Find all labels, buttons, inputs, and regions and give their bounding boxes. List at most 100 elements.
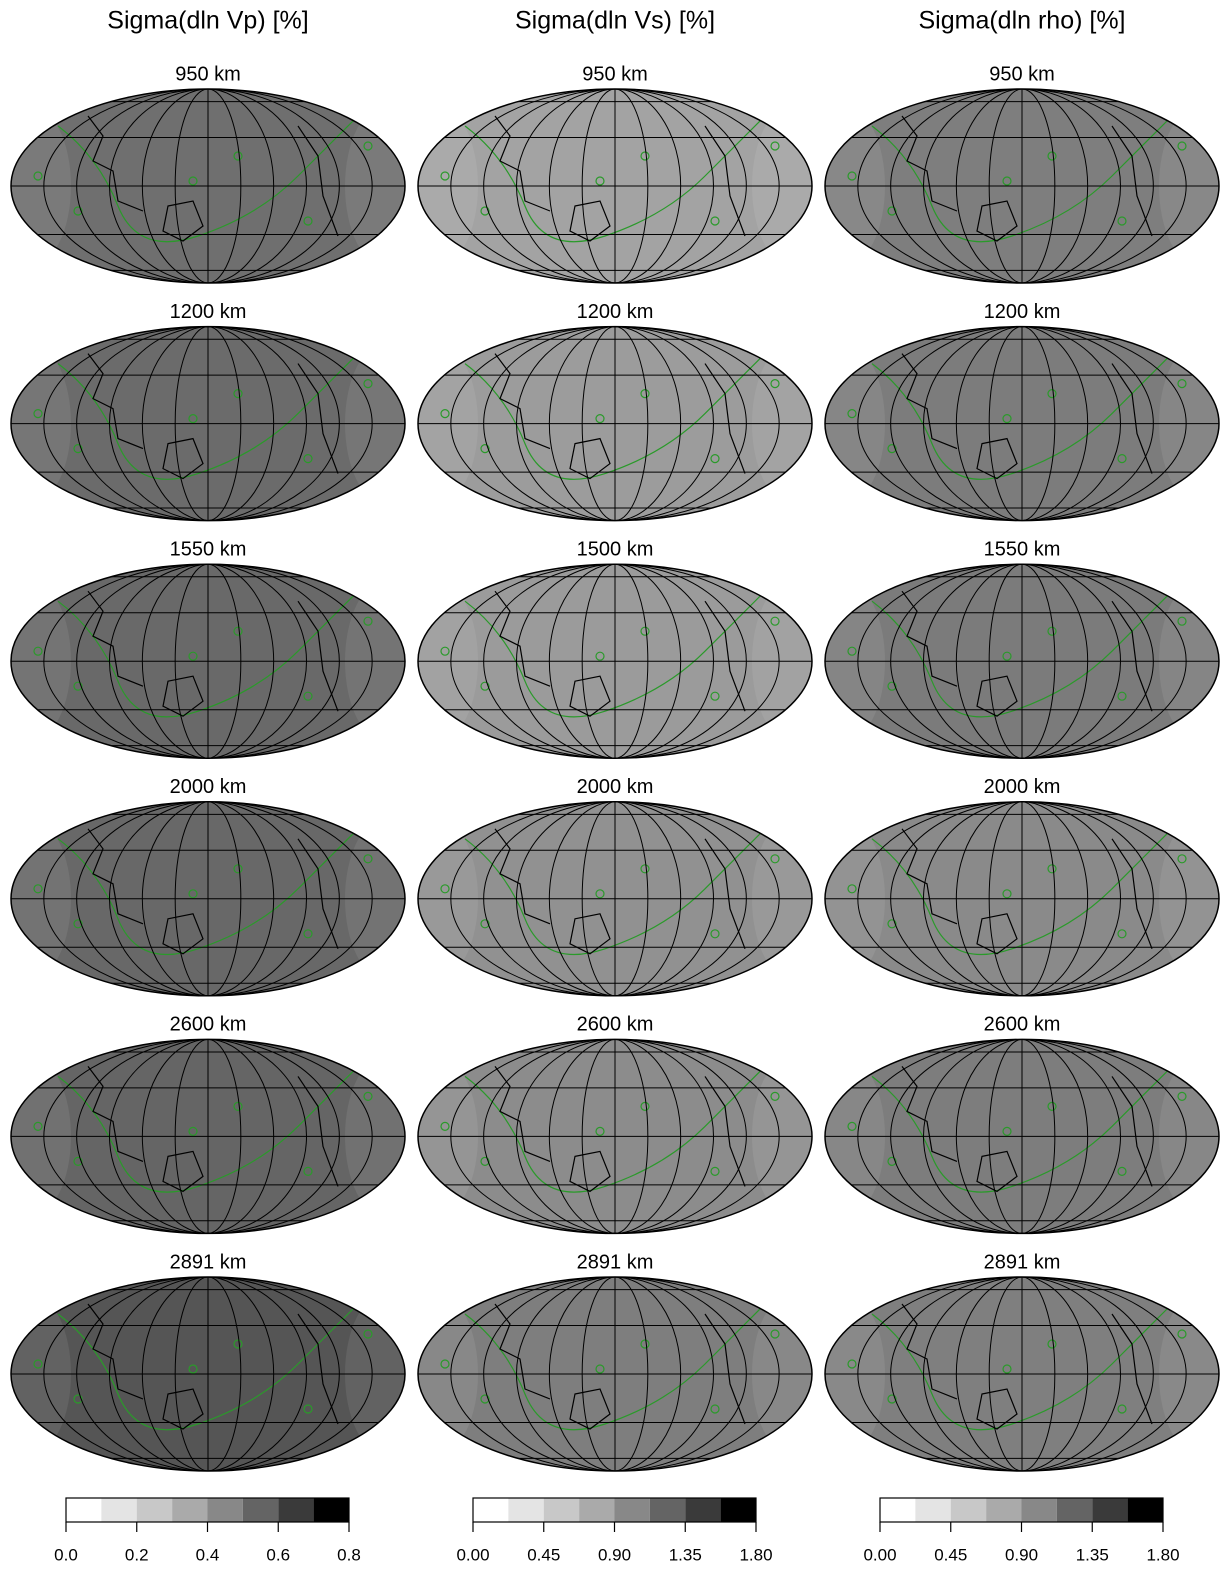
hotspot bbox=[73, 919, 83, 929]
map bbox=[11, 89, 405, 283]
contour bbox=[57, 590, 359, 718]
colorbar-tick-label: 0.6 bbox=[266, 1545, 290, 1564]
hotspot bbox=[480, 1156, 490, 1167]
hotspot bbox=[1047, 1101, 1057, 1112]
hotspot bbox=[363, 1329, 373, 1339]
hotspot bbox=[1177, 379, 1187, 389]
colorbar-bin bbox=[1056, 1498, 1093, 1522]
hotspot bbox=[363, 379, 373, 389]
map-border bbox=[10, 801, 406, 997]
depth-label: 2000 km bbox=[577, 776, 654, 798]
hotspot bbox=[1117, 216, 1127, 226]
contour bbox=[57, 1065, 359, 1193]
hotspot bbox=[1177, 616, 1187, 626]
hotspot bbox=[1002, 414, 1012, 424]
colorbar-bin bbox=[207, 1498, 243, 1522]
colorbar-tick-label: 0.2 bbox=[125, 1545, 149, 1564]
contour bbox=[464, 828, 766, 956]
colorbar-bin bbox=[649, 1498, 686, 1522]
depth-label: 1200 km bbox=[984, 301, 1061, 323]
colorbar-bin bbox=[880, 1498, 916, 1522]
hotspot bbox=[188, 414, 198, 424]
hotspot bbox=[1047, 864, 1057, 874]
hotspot bbox=[480, 919, 490, 929]
coastline bbox=[494, 828, 746, 955]
hotspot bbox=[440, 1121, 450, 1132]
colorbar-tick-label: 0.45 bbox=[527, 1545, 560, 1564]
hotspot bbox=[73, 206, 83, 216]
hotspot bbox=[710, 691, 720, 701]
map bbox=[11, 326, 405, 521]
hotspot bbox=[1117, 454, 1127, 464]
hotspot bbox=[1002, 1126, 1012, 1137]
map bbox=[418, 1277, 812, 1471]
hotspot bbox=[33, 646, 43, 656]
hotspot bbox=[233, 151, 243, 161]
coastline bbox=[494, 590, 746, 717]
hotspot bbox=[595, 414, 605, 424]
hotspot bbox=[480, 1394, 490, 1404]
coastline bbox=[494, 1066, 746, 1193]
colorbar-tick-label: 0.45 bbox=[934, 1545, 967, 1564]
column-title: Sigma(dln Vp) [%] bbox=[107, 7, 308, 35]
coastline bbox=[901, 1303, 1153, 1430]
coastline bbox=[901, 1066, 1153, 1193]
map-border bbox=[417, 1276, 813, 1472]
hotspot bbox=[480, 444, 490, 454]
hotspot bbox=[440, 646, 450, 656]
map bbox=[418, 564, 812, 759]
contour bbox=[871, 1303, 1173, 1431]
contour bbox=[57, 828, 359, 956]
hotspot bbox=[440, 171, 450, 181]
depth-label: 2000 km bbox=[170, 776, 247, 798]
contour bbox=[464, 1065, 766, 1193]
colorbar-tick-label: 1.35 bbox=[1076, 1545, 1109, 1564]
contour bbox=[871, 1065, 1173, 1193]
hotspot bbox=[887, 1156, 897, 1167]
hotspot bbox=[233, 389, 243, 399]
hotspot bbox=[1177, 1091, 1187, 1102]
hotspot bbox=[303, 929, 313, 939]
map-border bbox=[824, 325, 1220, 522]
hotspot bbox=[1047, 626, 1057, 636]
hotspot bbox=[595, 176, 605, 186]
hotspot bbox=[1047, 151, 1057, 161]
hotspot bbox=[1002, 651, 1012, 661]
depth-label: 1550 km bbox=[984, 538, 1061, 560]
hotspot bbox=[33, 1359, 43, 1369]
contour bbox=[464, 590, 766, 718]
hotspot bbox=[188, 176, 198, 186]
colorbar-tick-label: 1.80 bbox=[739, 1545, 772, 1564]
colorbar-bin bbox=[136, 1498, 173, 1522]
hotspot bbox=[440, 409, 450, 419]
colorbar-bin bbox=[614, 1498, 650, 1522]
map bbox=[825, 1039, 1219, 1234]
hotspot bbox=[1177, 141, 1187, 151]
hotspot bbox=[233, 864, 243, 874]
hotspot bbox=[363, 141, 373, 151]
contour bbox=[57, 1303, 359, 1431]
colorbar-tick-label: 1.35 bbox=[669, 1545, 702, 1564]
hotspot bbox=[1177, 854, 1187, 864]
hotspot bbox=[440, 884, 450, 894]
colorbar-bin bbox=[242, 1498, 279, 1522]
hotspot bbox=[640, 1101, 650, 1112]
hotspot bbox=[480, 681, 490, 691]
hotspot bbox=[188, 1126, 198, 1137]
colorbar-tick-label: 0.90 bbox=[1005, 1545, 1038, 1564]
hotspot bbox=[595, 889, 605, 899]
colorbar-bin bbox=[508, 1498, 544, 1522]
hotspot bbox=[188, 651, 198, 661]
map-border bbox=[417, 88, 813, 284]
hotspot bbox=[303, 454, 313, 464]
hotspot bbox=[770, 141, 780, 151]
hotspot bbox=[1047, 1339, 1057, 1349]
colorbar-tick-label: 0.0 bbox=[54, 1545, 78, 1564]
hotspot bbox=[1117, 1404, 1127, 1414]
colorbar-bin bbox=[543, 1498, 580, 1522]
map-border bbox=[824, 563, 1220, 759]
hotspot bbox=[595, 651, 605, 661]
coastline bbox=[901, 353, 1153, 480]
hotspot bbox=[233, 626, 243, 636]
